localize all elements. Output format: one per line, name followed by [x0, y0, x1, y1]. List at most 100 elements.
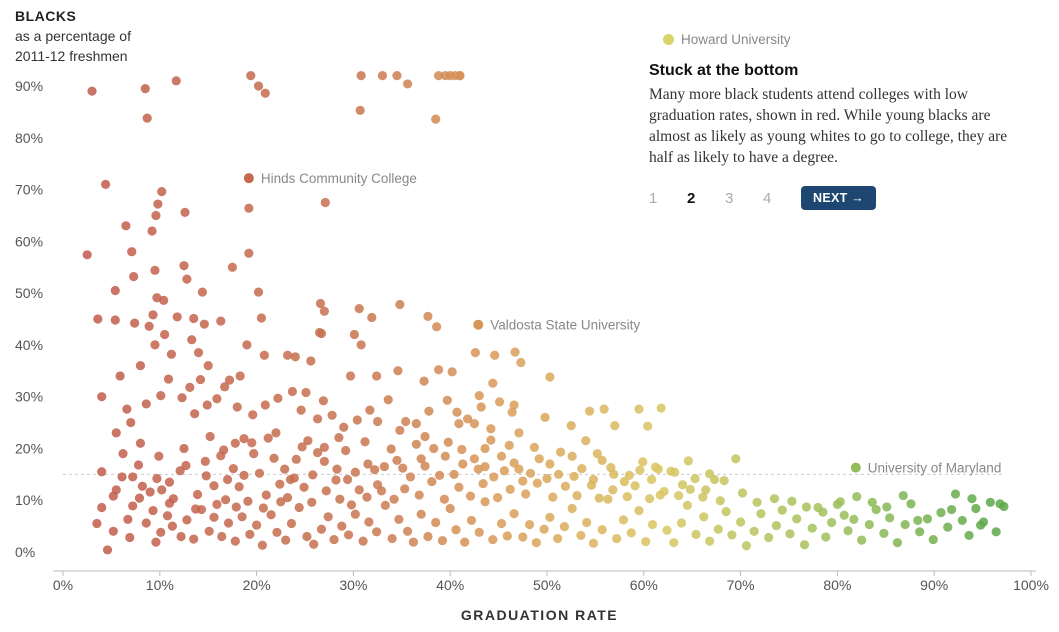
data-point[interactable]	[478, 479, 488, 489]
data-point[interactable]	[380, 500, 390, 510]
data-point[interactable]	[567, 503, 577, 514]
data-point[interactable]	[867, 497, 877, 507]
highlighted-point[interactable]	[850, 462, 861, 473]
data-point[interactable]	[626, 528, 636, 538]
data-point[interactable]	[736, 517, 746, 527]
data-point[interactable]	[232, 402, 242, 412]
data-point[interactable]	[545, 459, 555, 469]
data-point[interactable]	[352, 415, 362, 425]
data-point[interactable]	[630, 481, 640, 491]
data-point[interactable]	[242, 340, 252, 350]
data-point[interactable]	[489, 472, 499, 482]
data-point[interactable]	[424, 406, 434, 416]
data-point[interactable]	[223, 518, 234, 528]
data-point[interactable]	[110, 315, 120, 325]
data-point[interactable]	[230, 438, 240, 448]
data-point[interactable]	[431, 517, 441, 528]
data-point[interactable]	[212, 394, 222, 404]
data-point[interactable]	[764, 532, 774, 543]
data-point[interactable]	[465, 491, 476, 501]
data-point[interactable]	[386, 444, 396, 454]
data-point[interactable]	[741, 541, 752, 551]
data-point[interactable]	[469, 454, 479, 464]
data-point[interactable]	[852, 491, 862, 502]
data-point[interactable]	[358, 536, 368, 546]
data-point[interactable]	[244, 248, 254, 258]
data-point[interactable]	[318, 396, 328, 406]
data-point[interactable]	[525, 468, 536, 478]
data-point[interactable]	[584, 406, 595, 416]
data-point[interactable]	[294, 502, 304, 513]
data-point[interactable]	[219, 445, 229, 455]
data-point[interactable]	[752, 497, 762, 507]
data-point[interactable]	[140, 83, 150, 94]
data-point[interactable]	[153, 199, 163, 209]
data-point[interactable]	[269, 453, 279, 463]
data-point[interactable]	[603, 494, 613, 504]
data-point[interactable]	[839, 510, 849, 520]
data-point[interactable]	[193, 348, 204, 358]
data-point[interactable]	[239, 434, 249, 444]
data-point[interactable]	[363, 459, 373, 469]
data-point[interactable]	[936, 508, 946, 518]
data-point[interactable]	[319, 456, 329, 466]
data-point[interactable]	[458, 459, 468, 469]
data-point[interactable]	[947, 504, 957, 515]
data-point[interactable]	[480, 443, 490, 454]
data-point[interactable]	[312, 414, 323, 424]
data-point[interactable]	[416, 509, 426, 519]
data-point[interactable]	[682, 500, 692, 510]
data-point[interactable]	[137, 481, 147, 491]
data-point[interactable]	[393, 366, 403, 376]
data-point[interactable]	[217, 531, 227, 542]
data-point[interactable]	[447, 367, 457, 377]
data-point[interactable]	[408, 537, 419, 547]
data-point[interactable]	[521, 489, 531, 499]
data-point[interactable]	[230, 536, 240, 546]
data-point[interactable]	[476, 402, 486, 412]
data-point[interactable]	[405, 472, 416, 482]
data-point[interactable]	[221, 495, 231, 505]
data-point[interactable]	[192, 489, 203, 500]
data-point[interactable]	[885, 513, 895, 523]
data-point[interactable]	[122, 404, 132, 414]
data-point[interactable]	[592, 449, 602, 459]
data-point[interactable]	[312, 447, 323, 458]
data-point[interactable]	[231, 502, 241, 512]
data-point[interactable]	[150, 340, 160, 350]
data-point[interactable]	[577, 464, 587, 474]
data-point[interactable]	[179, 261, 189, 271]
data-point[interactable]	[985, 497, 995, 507]
data-point[interactable]	[569, 471, 579, 482]
data-point[interactable]	[807, 523, 817, 533]
data-point[interactable]	[275, 479, 285, 489]
data-point[interactable]	[423, 531, 433, 542]
data-point[interactable]	[643, 421, 653, 431]
data-point[interactable]	[470, 348, 480, 358]
page-4[interactable]: 4	[763, 189, 772, 207]
data-point[interactable]	[950, 489, 961, 499]
data-point[interactable]	[964, 530, 974, 541]
data-point[interactable]	[110, 285, 120, 296]
data-point[interactable]	[749, 526, 759, 536]
data-point[interactable]	[135, 361, 146, 371]
data-point[interactable]	[524, 519, 535, 530]
data-point[interactable]	[906, 499, 916, 509]
data-point[interactable]	[922, 514, 933, 524]
data-point[interactable]	[777, 505, 787, 515]
data-point[interactable]	[323, 512, 333, 522]
data-point[interactable]	[394, 514, 404, 524]
data-point[interactable]	[148, 505, 158, 516]
data-point[interactable]	[154, 451, 164, 461]
data-point[interactable]	[698, 492, 708, 502]
data-point[interactable]	[647, 519, 658, 530]
data-point[interactable]	[272, 527, 282, 537]
data-point[interactable]	[398, 463, 408, 473]
data-point[interactable]	[566, 421, 576, 431]
data-point[interactable]	[756, 509, 766, 519]
data-point[interactable]	[147, 226, 157, 236]
data-point[interactable]	[253, 287, 264, 297]
data-point[interactable]	[257, 540, 268, 550]
data-point[interactable]	[395, 425, 405, 435]
data-point[interactable]	[439, 494, 449, 504]
